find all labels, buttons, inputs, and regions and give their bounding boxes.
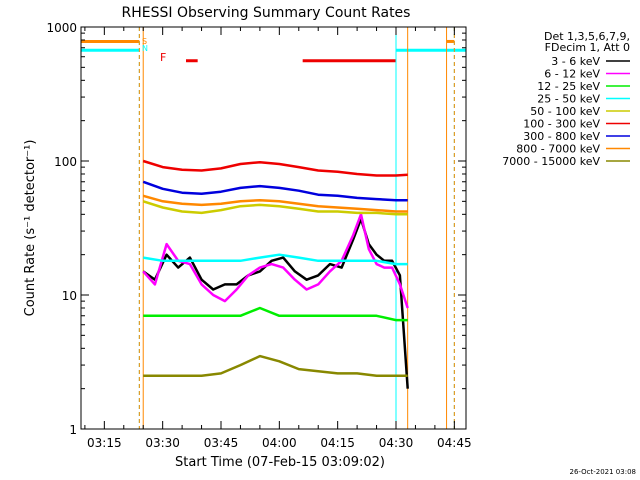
series-lines [142, 159, 409, 389]
legend-entry-50-100-kev: 50 - 100 keV [530, 105, 600, 118]
y-axis-label: Count Rate (s⁻¹ detector⁻¹) [23, 140, 38, 317]
legend-entry-100-300-kev: 100 - 300 keV [523, 118, 600, 131]
series-line-800-7000-kev [142, 194, 408, 213]
legend-entry-12-25-kev: 12 - 25 keV [537, 80, 600, 93]
chart-title: RHESSI Observing Summary Count Rates [122, 5, 411, 21]
x-tick-label: 03:15 [87, 436, 122, 450]
marker-labels: SN F [142, 37, 166, 64]
x-axis: 03:15 03:30 03:45 04:00 04:15 04:30 04:45 [84, 27, 472, 450]
legend-entry-6-12-kev: 6 - 12 keV [544, 68, 600, 81]
x-tick-label: 04:00 [262, 436, 297, 450]
series-line-100-300-kev [142, 159, 408, 177]
legend-entry-300-800-kev: 300 - 800 keV [523, 130, 600, 143]
legend-entry-3-6-kev: 3 - 6 keV [551, 55, 600, 68]
marker-label-s: S [142, 37, 147, 46]
y-tick-label: 10 [62, 289, 77, 303]
marker-label-f: F [160, 51, 166, 64]
series-line-12-25-kev [143, 306, 408, 322]
series-line-300-800-kev [142, 180, 408, 202]
plot-frame [80, 26, 467, 430]
y-axis: 1 10 100 1000 [46, 21, 466, 437]
x-axis-label: Start Time (07-Feb-15 03:09:02) [175, 455, 385, 470]
series-line-50-100-kev [142, 200, 408, 216]
y-tick-label: 1 [69, 423, 77, 437]
series-line-7000-15000-kev [143, 354, 408, 377]
y-tick-label: 1000 [46, 21, 77, 35]
marker-label-n: N [142, 44, 148, 53]
legend-entry-800-7000-kev: 800 - 7000 keV [516, 143, 600, 156]
legend-header-line: FDecim 1, Att 0 [545, 41, 630, 54]
x-tick-label: 03:30 [145, 436, 180, 450]
legend-header-line: Det 1,3,5,6,7,9, [544, 30, 630, 43]
legend: Det 1,3,5,6,7,9,FDecim 1, Att 03 - 6 keV… [502, 30, 630, 168]
footer-timestamp: 26-Oct-2021 03:08 [570, 468, 636, 476]
series-line-25-50-kev [142, 253, 408, 266]
y-tick-label: 100 [54, 155, 77, 169]
x-tick-label: 03:45 [204, 436, 239, 450]
x-tick-label: 04:45 [437, 436, 472, 450]
x-tick-label: 04:15 [320, 436, 355, 450]
legend-entry-25-50-kev: 25 - 50 keV [537, 93, 600, 106]
x-tick-label: 04:30 [379, 436, 414, 450]
legend-entry-7000-15000-kev: 7000 - 15000 keV [502, 155, 600, 168]
